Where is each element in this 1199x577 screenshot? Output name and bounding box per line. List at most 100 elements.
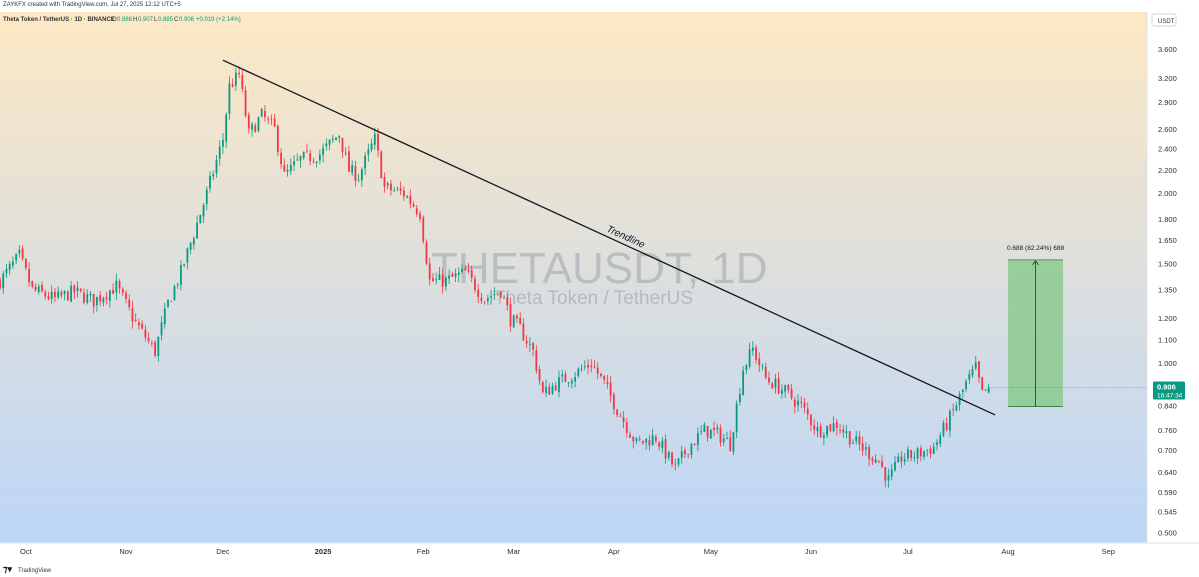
attribution-text: ZAYKFX created with TradingView.com, Jul… [3, 2, 181, 8]
candle-body [758, 358, 761, 365]
candle-body [134, 319, 137, 321]
candle-body [771, 383, 774, 389]
candle-body [422, 217, 425, 242]
candle-body [234, 72, 237, 86]
candle-body [768, 377, 770, 383]
candle-body [619, 415, 622, 417]
candle-body [823, 435, 825, 438]
candle-body [428, 263, 431, 280]
candle-body [167, 299, 169, 307]
candle-body [251, 124, 253, 130]
plot-background [0, 12, 1147, 543]
candle-body [60, 292, 63, 296]
candle-body [70, 285, 72, 302]
candle-body [945, 423, 948, 430]
candle-body [170, 301, 173, 302]
candle-body [331, 138, 334, 141]
candle-body [658, 442, 661, 447]
candle-body [286, 169, 289, 172]
y-tick-label: 0.500 [1158, 529, 1177, 538]
candle-body [506, 297, 509, 306]
candle-body [522, 323, 525, 341]
time-axis-background [0, 543, 1199, 561]
candle-body [99, 295, 102, 302]
candle-body [858, 436, 861, 445]
candle-body [348, 151, 350, 172]
candle-body [894, 461, 896, 471]
trendline[interactable] [222, 59, 996, 416]
candle-body [477, 289, 480, 297]
candle-body [406, 196, 409, 198]
x-tick-label: Dec [216, 547, 230, 556]
y-tick-label: 1.800 [1158, 215, 1177, 224]
candle-body [693, 443, 696, 446]
currency-badge-box[interactable] [1151, 13, 1177, 27]
candle-body [244, 90, 247, 116]
candle-body [642, 440, 644, 444]
candle-body [24, 259, 27, 269]
time-axis[interactable]: Oct Nov Dec 2025 Feb Mar Apr May Jun Jul Aug Sep [20, 547, 1115, 556]
candle-body [451, 273, 454, 277]
candle-body [516, 315, 518, 319]
candle-body [328, 139, 331, 145]
candle-body [141, 323, 144, 329]
candle-body [118, 280, 121, 289]
candle-body [425, 242, 428, 264]
candle-body [936, 442, 938, 446]
candle-body [871, 458, 874, 462]
candle-body [480, 297, 483, 301]
candle-body [338, 136, 341, 139]
candle-body [96, 296, 98, 306]
candle-body [351, 165, 354, 173]
candle-body [163, 308, 166, 325]
candle-body [341, 137, 344, 152]
candle-body [102, 298, 105, 303]
candle-body [457, 272, 460, 275]
x-tick-label: Nov [119, 547, 133, 556]
candle-body [157, 336, 160, 357]
target-label: 0.688 (82.24%) 688 [1007, 245, 1064, 252]
candle-body [228, 83, 231, 114]
candle-body [31, 281, 34, 287]
ohlc-high: 0.907 [138, 17, 154, 23]
candle-body [315, 161, 318, 163]
candle-body [538, 369, 541, 381]
candle-body [955, 405, 958, 411]
candle-body [926, 449, 929, 451]
candle-body [813, 425, 816, 430]
candle-body [942, 422, 945, 436]
candle-body [383, 177, 386, 187]
candle-body [709, 429, 712, 439]
price-axis[interactable]: 3.600 3.200 2.900 2.600 2.400 2.200 2.000 1.800… [1158, 45, 1177, 537]
candle-body [554, 385, 557, 391]
candle-body [806, 408, 809, 415]
candle-body [360, 169, 363, 181]
candle-body [777, 378, 780, 394]
candle-body [897, 456, 900, 463]
y-tick-label: 1.500 [1158, 260, 1177, 269]
candle-body [276, 126, 279, 152]
candle-body [150, 342, 153, 344]
candle-body [667, 451, 670, 458]
candle-body [128, 299, 131, 308]
candle-body [790, 388, 793, 399]
tradingview-logo-icon: ⁊▾ [3, 564, 12, 574]
candle-body [121, 288, 124, 293]
candle-body [41, 285, 43, 292]
candle-body [309, 153, 312, 162]
candle-body [965, 381, 967, 390]
candle-body [706, 426, 709, 438]
candle-body [18, 249, 21, 254]
x-tick-label: Jul [903, 547, 913, 556]
candle-body [241, 75, 244, 90]
candle-body [335, 137, 337, 141]
x-tick-label: Mar [507, 547, 520, 556]
y-tick-label: 0.545 [1158, 507, 1177, 516]
candle-body [913, 457, 916, 459]
candle-body [299, 156, 302, 161]
candle-body [787, 384, 790, 390]
currency-badge[interactable]: USDT [1158, 19, 1175, 25]
candle-body [545, 386, 547, 393]
candle-body [603, 375, 606, 380]
